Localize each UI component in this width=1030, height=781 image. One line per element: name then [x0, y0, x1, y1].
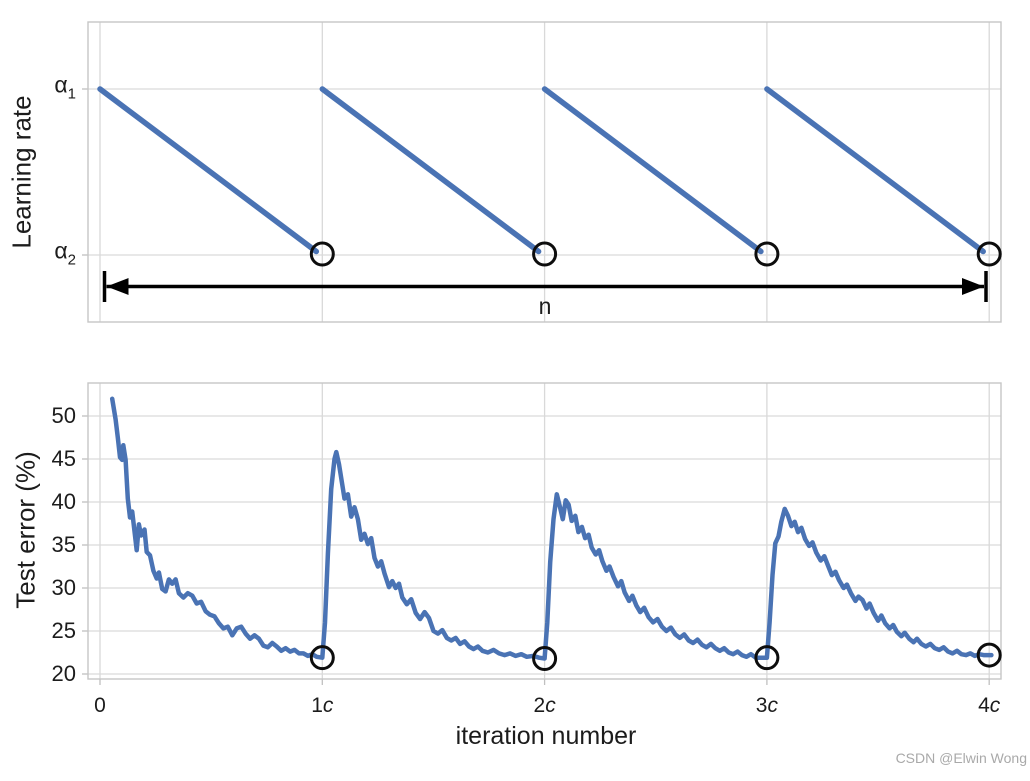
xtick-cycle-suffix: c: [322, 694, 334, 717]
alpha2-tick-label: α2: [30, 238, 76, 269]
restart-marker-circle: [754, 241, 780, 267]
cycle-end-marker-circle: [976, 642, 1002, 668]
arrow-left-head: [106, 278, 129, 295]
arrow-right-head: [962, 278, 984, 295]
cycle-end-marker-circle: [754, 645, 780, 671]
iteration-xtick-3c: 3c: [756, 694, 778, 718]
alpha1-base: α: [54, 71, 68, 98]
learning-rate-segment: [764, 86, 986, 255]
test-error-ytick-40: 40: [51, 489, 76, 514]
test-error-ytick-20: 20: [51, 661, 76, 686]
learning-rate-panel: [82, 21, 1002, 323]
cycle-span-arrow: [102, 271, 988, 302]
test-error-ytick-35: 35: [51, 532, 76, 557]
iteration-xtick-2c: 2c: [534, 694, 556, 718]
learning-rate-axis-label: Learning rate: [6, 95, 37, 249]
test-error-ytick-30: 30: [51, 575, 76, 600]
test-error-ytick-45: 45: [51, 446, 76, 471]
xtick-number: 2: [533, 694, 546, 717]
iteration-xtick-0: 0: [94, 694, 106, 718]
xtick-number: 3: [755, 694, 768, 717]
restart-marker-circle: [976, 241, 1002, 267]
learning-rate-segment: [97, 86, 320, 255]
alpha2-sub: 2: [67, 251, 76, 269]
iteration-xtick-4c: 4c: [978, 694, 1000, 718]
xtick-cycle-suffix: c: [545, 694, 556, 717]
top-panel-border: [87, 21, 1002, 323]
alpha2-base: α: [54, 237, 68, 264]
cycle-end-marker-circle: [532, 646, 558, 672]
alpha1-sub: 1: [67, 85, 76, 103]
iteration-axis-label: iteration number: [455, 722, 637, 750]
xtick-cycle-suffix: c: [767, 694, 778, 717]
xtick-number: 0: [94, 694, 106, 717]
alpha1-tick-label: α1: [30, 72, 76, 103]
test-error-curve: [109, 396, 994, 661]
restart-marker-circle: [532, 241, 558, 267]
test-error-ytick-25: 25: [51, 618, 76, 643]
test-error-ytick-50: 50: [51, 403, 76, 428]
cycle-span-annotation-label: n: [538, 293, 552, 319]
test-error-panel: [82, 382, 1002, 685]
learning-rate-segment: [319, 86, 542, 255]
cycle-end-marker-circle: [309, 645, 335, 671]
bottom-panel-border: [87, 382, 1002, 680]
iteration-xtick-1c: 1c: [311, 694, 333, 718]
xtick-number: 1: [311, 694, 323, 717]
xtick-cycle-suffix: c: [989, 694, 1001, 717]
learning-rate-segment: [541, 86, 764, 255]
watermark: CSDN @Elwin Wong: [895, 750, 1027, 766]
xtick-number: 4: [978, 694, 990, 717]
restart-marker-circle: [309, 241, 335, 267]
